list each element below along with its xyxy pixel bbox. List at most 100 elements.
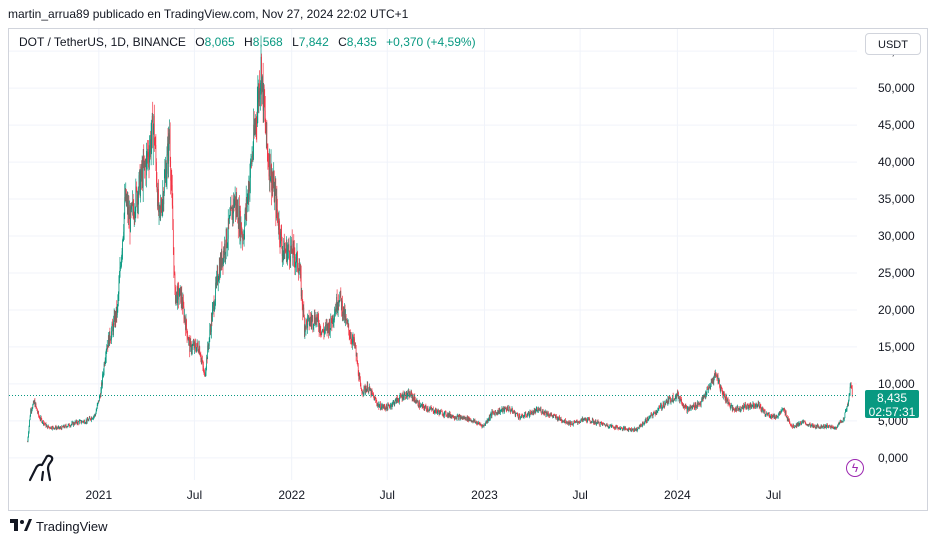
- candle-body: [357, 363, 359, 365]
- candle-body: [430, 407, 431, 409]
- candle-body: [605, 425, 607, 427]
- candle-body: [448, 413, 449, 417]
- candle-body: [511, 408, 513, 411]
- candle-body: [230, 207, 232, 209]
- candle-body: [128, 207, 129, 216]
- candle-body: [268, 161, 269, 164]
- candle-body: [224, 243, 225, 255]
- candle-body: [529, 415, 530, 417]
- candle-body: [62, 426, 63, 427]
- candle-body: [63, 425, 64, 428]
- candle-body: [258, 90, 259, 103]
- y-tick-label: 40,000: [878, 155, 915, 169]
- candle-body: [582, 419, 584, 420]
- candle-body: [706, 389, 708, 393]
- candle-body: [220, 258, 222, 268]
- candle-body: [591, 419, 593, 423]
- lightning-icon[interactable]: ϟ: [846, 459, 864, 477]
- candle-body: [376, 403, 378, 406]
- candle-body: [595, 420, 597, 425]
- candle-body: [474, 420, 476, 423]
- candle-body: [217, 280, 219, 283]
- candle-body: [431, 408, 433, 410]
- candle-body: [236, 200, 238, 213]
- candle-body: [725, 397, 726, 401]
- candle-body: [255, 119, 257, 128]
- candle-body: [751, 405, 753, 408]
- candle-body: [257, 90, 259, 106]
- candle-body: [650, 413, 652, 417]
- candle-body: [287, 248, 289, 252]
- candle-body: [152, 128, 154, 148]
- candle-body: [418, 405, 419, 407]
- candle-body: [73, 422, 75, 425]
- candle-body: [352, 339, 353, 344]
- candle-body: [663, 406, 665, 407]
- candle-body: [679, 398, 681, 401]
- candle-body: [603, 423, 604, 424]
- candle-body: [442, 415, 444, 416]
- candle-body: [501, 410, 502, 411]
- candle-body: [101, 383, 103, 385]
- candle-body: [463, 417, 465, 419]
- candle-body: [611, 425, 613, 426]
- candle-body: [343, 306, 345, 318]
- candle-body: [579, 421, 580, 423]
- candle-body: [331, 321, 333, 324]
- candle-body: [53, 426, 54, 428]
- candle-body: [476, 422, 478, 424]
- candle-body: [262, 75, 264, 111]
- candle-body: [59, 427, 61, 429]
- candle-body: [419, 402, 420, 408]
- candle-body: [350, 337, 352, 339]
- candle-body: [351, 340, 353, 344]
- candle-body: [573, 421, 575, 423]
- candle-body: [344, 308, 345, 318]
- candle-body: [187, 338, 189, 341]
- x-tick-label: Jul: [766, 488, 781, 502]
- currency-button[interactable]: USDT: [865, 33, 921, 55]
- candle-body: [584, 418, 585, 420]
- candle-body: [439, 410, 440, 415]
- candle-body: [213, 302, 214, 306]
- candle-body: [162, 193, 164, 205]
- candle-body: [415, 402, 417, 403]
- candle-body: [470, 420, 472, 421]
- candle-body: [342, 314, 344, 316]
- candle-body: [374, 397, 375, 401]
- candle-body: [451, 415, 453, 417]
- candle-body: [790, 425, 792, 426]
- candle-body: [256, 105, 258, 125]
- candle-body: [826, 425, 827, 428]
- footer-brand[interactable]: TradingView: [10, 519, 108, 534]
- candle-body: [333, 320, 334, 322]
- candle-body: [561, 420, 563, 422]
- candle-body: [173, 247, 175, 272]
- candle-body: [28, 425, 30, 433]
- candle-body: [632, 429, 633, 431]
- candle-body: [74, 424, 75, 425]
- candle-body: [65, 425, 67, 427]
- candle-body: [702, 396, 704, 401]
- candlestick-chart[interactable]: 0,0005,00010,00015,00020,00025,00030,000…: [9, 29, 927, 510]
- candle-body: [67, 426, 68, 427]
- candle-body: [309, 322, 310, 325]
- y-tick-label: 0,000: [878, 451, 908, 465]
- candle-body: [124, 197, 126, 200]
- candle-body: [129, 213, 130, 220]
- candle-body: [65, 425, 66, 426]
- candle-body: [781, 411, 782, 412]
- candle-body: [572, 424, 574, 426]
- candle-body: [828, 425, 829, 428]
- candle-body: [437, 410, 439, 412]
- y-tick-label: 45,000: [878, 118, 915, 132]
- candle-body: [267, 146, 268, 151]
- candle-body: [298, 270, 299, 274]
- candle-body: [562, 420, 564, 422]
- candle-body: [847, 403, 849, 405]
- candle-body: [369, 386, 371, 391]
- candle-body: [620, 427, 622, 429]
- candle-body: [503, 407, 505, 412]
- candle-body: [302, 304, 304, 313]
- candle-body: [388, 405, 390, 406]
